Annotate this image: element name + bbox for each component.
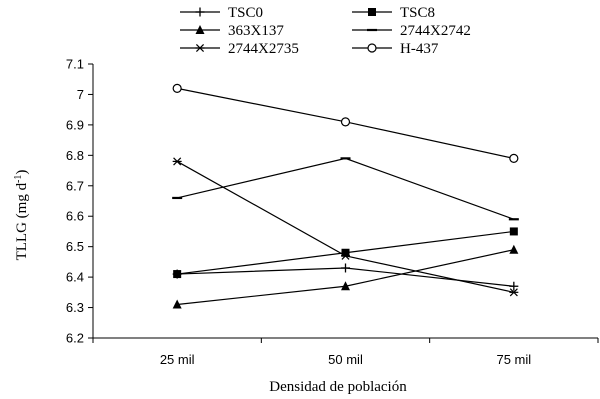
series-h-437 bbox=[172, 83, 519, 163]
legend-label: TSC8 bbox=[400, 5, 435, 21]
series-line bbox=[177, 249, 514, 306]
y-tick-label: 6.2 bbox=[66, 331, 84, 346]
legend-item: 2744X2742 bbox=[352, 23, 471, 39]
y-tick-label: 6.3 bbox=[66, 300, 84, 315]
data-point bbox=[341, 251, 350, 260]
axes bbox=[92, 64, 598, 339]
y-axis-title-main: TLLG (mg d bbox=[14, 182, 30, 260]
y-tick-label: 7.1 bbox=[66, 57, 84, 72]
data-point bbox=[341, 248, 350, 257]
legend-label: 2744X2735 bbox=[228, 41, 299, 57]
legend-label: H-437 bbox=[400, 41, 439, 57]
y-tick-label: 6.5 bbox=[66, 239, 84, 254]
data-point bbox=[509, 288, 519, 297]
series-2744x2742 bbox=[172, 157, 519, 221]
y-tick-label: 7 bbox=[77, 87, 84, 102]
y-axis-title-close: ) bbox=[14, 170, 30, 175]
data-point bbox=[172, 157, 182, 166]
y-tick-label: 6.8 bbox=[66, 148, 84, 163]
legend-item: TSC0 bbox=[180, 5, 263, 21]
series-2744x2735 bbox=[172, 157, 519, 297]
data-point bbox=[509, 153, 519, 163]
x-tick-label: 50 mil bbox=[328, 352, 363, 367]
y-tick-label: 6.6 bbox=[66, 209, 84, 224]
y-tick-labels: 6.2 6.3 6.4 6.5 6.6 6.7 6.8 6.9 7 7.1 bbox=[66, 57, 93, 346]
y-axis-title-superscript: -1 bbox=[13, 175, 24, 183]
legend-label: 2744X2742 bbox=[400, 23, 471, 39]
x-tick-label: 75 mil bbox=[496, 352, 531, 367]
y-tick-label: 6.9 bbox=[66, 117, 84, 132]
data-point bbox=[509, 281, 519, 291]
legend-item: 363X137 bbox=[180, 23, 284, 39]
series-line bbox=[177, 157, 515, 220]
data-point bbox=[341, 281, 350, 291]
data-point bbox=[341, 263, 350, 273]
data-point bbox=[340, 117, 351, 127]
data-point bbox=[172, 83, 182, 93]
legend-marker bbox=[367, 43, 377, 53]
legend-marker bbox=[195, 7, 205, 17]
legend-label: 363X137 bbox=[228, 23, 284, 39]
legend-marker bbox=[195, 43, 205, 53]
legend-marker bbox=[195, 25, 205, 34]
legend-item: TSC8 bbox=[352, 5, 435, 21]
x-axis-title: Densidad de población bbox=[269, 379, 407, 395]
x-tick-label: 25 mil bbox=[160, 352, 195, 367]
legend-label: TSC0 bbox=[228, 5, 263, 21]
y-tick-label: 6.4 bbox=[66, 270, 84, 285]
series-group bbox=[172, 83, 519, 309]
x-tick-labels: 25 mil 50 mil 75 mil bbox=[92, 338, 599, 367]
data-point bbox=[172, 299, 182, 309]
legend-marker bbox=[368, 8, 376, 16]
legend: TSC0 TSC8 363X137 2744X2742 2744X2735 H-437 bbox=[180, 5, 471, 57]
data-point bbox=[173, 270, 182, 279]
y-axis-title: TLLG (mg d-1) bbox=[13, 170, 30, 261]
legend-item: H-437 bbox=[352, 41, 439, 57]
data-point bbox=[509, 227, 518, 236]
series-tsc8 bbox=[173, 227, 518, 279]
legend-item: 2744X2735 bbox=[180, 41, 299, 57]
series-363x137 bbox=[172, 244, 519, 309]
y-tick-label: 6.7 bbox=[66, 178, 84, 193]
data-point bbox=[509, 244, 519, 254]
